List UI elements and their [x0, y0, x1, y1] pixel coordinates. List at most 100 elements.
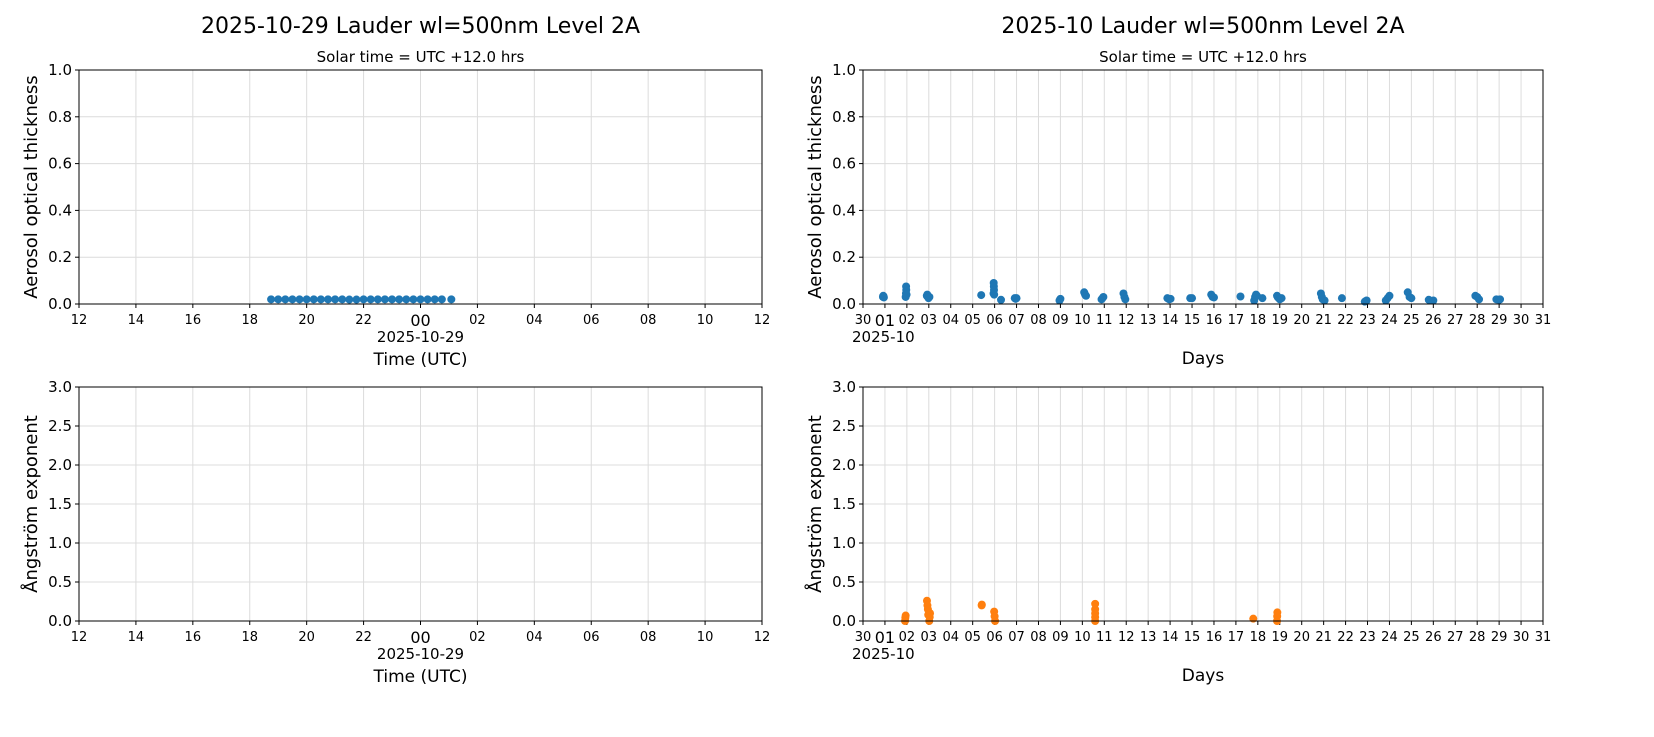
- subplot-daily_angstrom: 12 14 16 18 20 22 00 02 04 06 08 10 120.00.51.01.52.…: [20, 378, 770, 687]
- data-point: [395, 295, 404, 304]
- data-point: [295, 295, 304, 304]
- data-point: [1407, 294, 1416, 303]
- x-tick-label: 03: [921, 313, 938, 328]
- data-point: [1273, 608, 1282, 617]
- x-tick-label: 16: [185, 313, 202, 328]
- x-tick-label: 12: [71, 630, 88, 645]
- data-point: [1121, 295, 1130, 304]
- data-point: [997, 295, 1006, 304]
- x-tick-label: 24: [1381, 630, 1398, 645]
- data-point: [309, 295, 318, 304]
- x-tick-label: 01: [875, 311, 895, 330]
- x-tick-label: 05: [964, 313, 981, 328]
- y-tick-label: 1.5: [832, 495, 856, 513]
- data-point: [1056, 294, 1065, 303]
- y-tick-label: 2.0: [832, 456, 856, 474]
- x-tick-label: 10: [1074, 630, 1091, 645]
- x-tick-label: 30: [1513, 313, 1530, 328]
- x-tick-label: 16: [1206, 313, 1223, 328]
- x-tick-label: 26: [1425, 313, 1442, 328]
- x-tick-label: 21: [1315, 313, 1332, 328]
- data-point: [380, 295, 389, 304]
- chart-subtitle: Solar time = UTC +12.0 hrs: [1099, 48, 1307, 66]
- x-tick-label: 01: [875, 628, 895, 647]
- x-tick-label: 06: [583, 630, 600, 645]
- data-point: [925, 292, 934, 301]
- data-point: [373, 295, 382, 304]
- x-tick-label: 12: [754, 313, 771, 328]
- x-tick-label: 17: [1228, 630, 1245, 645]
- data-point: [977, 291, 986, 300]
- chart-subtitle: Solar time = UTC +12.0 hrs: [317, 48, 525, 66]
- y-tick-label: 0.0: [832, 295, 856, 313]
- data-point: [416, 295, 425, 304]
- x-tick-label: 22: [355, 630, 372, 645]
- data-point: [366, 295, 375, 304]
- x-tick-label: 00: [410, 628, 430, 647]
- x-tick-label: 12: [71, 313, 88, 328]
- data-point: [388, 295, 397, 304]
- x-tick-label: 27: [1447, 313, 1464, 328]
- data-point: [423, 295, 432, 304]
- y-tick-label: 2.5: [48, 417, 72, 435]
- x-tick-label: 25: [1403, 630, 1420, 645]
- x-tick-label: 08: [1030, 630, 1047, 645]
- data-point: [281, 295, 290, 304]
- x-tick-label: 20: [298, 630, 315, 645]
- x-tick-label: 12: [1118, 313, 1135, 328]
- x-tick-label: 02: [899, 630, 916, 645]
- x-tick-label: 15: [1184, 630, 1201, 645]
- x-tick-label: 13: [1140, 630, 1157, 645]
- x-tick-label: 16: [1206, 630, 1223, 645]
- y-tick-label: 0.4: [48, 201, 72, 219]
- x-tick-label: 12: [1118, 630, 1135, 645]
- y-tick-label: 0.5: [832, 573, 856, 591]
- y-tick-label: 0.0: [48, 295, 72, 313]
- data-point: [1099, 292, 1108, 301]
- data-point: [1236, 292, 1245, 301]
- data-point: [338, 295, 347, 304]
- x-tick-label: 03: [921, 630, 938, 645]
- x-tick-label: 02: [469, 630, 486, 645]
- data-point: [302, 295, 311, 304]
- x-tick-label: 20: [1293, 630, 1310, 645]
- x-tick-label: 16: [185, 630, 202, 645]
- plot-frame: [78, 69, 763, 305]
- plot-frame: [862, 386, 1544, 622]
- x-tick-label: 09: [1052, 630, 1069, 645]
- x-tick-label: 00: [410, 311, 430, 330]
- y-tick-label: 0.5: [48, 573, 72, 591]
- data-point: [1337, 294, 1346, 303]
- y-tick-label: 1.0: [832, 534, 856, 552]
- x-tick-label: 28: [1469, 630, 1486, 645]
- y-axis-label: Ångström exponent: [20, 415, 42, 593]
- x-tick-label: 29: [1491, 630, 1508, 645]
- y-tick-label: 0.8: [48, 108, 72, 126]
- y-tick-label: 2.5: [832, 417, 856, 435]
- data-point: [977, 600, 986, 609]
- x-tick-label: 20: [298, 313, 315, 328]
- x-tick-label: 24: [1381, 313, 1398, 328]
- y-axis-label: Aerosol optical thickness: [805, 75, 826, 298]
- x-tick-label: 12: [754, 630, 771, 645]
- y-tick-label: 3.0: [832, 378, 856, 396]
- data-point: [1209, 293, 1218, 302]
- data-point: [902, 290, 911, 299]
- x-tick-label: 30: [855, 630, 872, 645]
- x-tick-label: 31: [1535, 313, 1552, 328]
- data-point: [990, 290, 999, 299]
- chart-title: 2025-10-29 Lauder wl=500nm Level 2A: [201, 14, 640, 39]
- x-tick-label: 05: [964, 630, 981, 645]
- x-tick-label: 04: [942, 630, 959, 645]
- x-tick-label: 10: [697, 630, 714, 645]
- data-point: [437, 295, 446, 304]
- data-point: [1012, 294, 1021, 303]
- y-tick-label: 1.0: [48, 61, 72, 79]
- data-point: [1258, 294, 1267, 303]
- x-tick-label: 18: [241, 630, 258, 645]
- data-point: [1166, 294, 1175, 303]
- x-tick-label: 10: [697, 313, 714, 328]
- x-tick-label: 10: [1074, 313, 1091, 328]
- x-tick-label: 26: [1425, 630, 1442, 645]
- x-tick-label: 06: [583, 313, 600, 328]
